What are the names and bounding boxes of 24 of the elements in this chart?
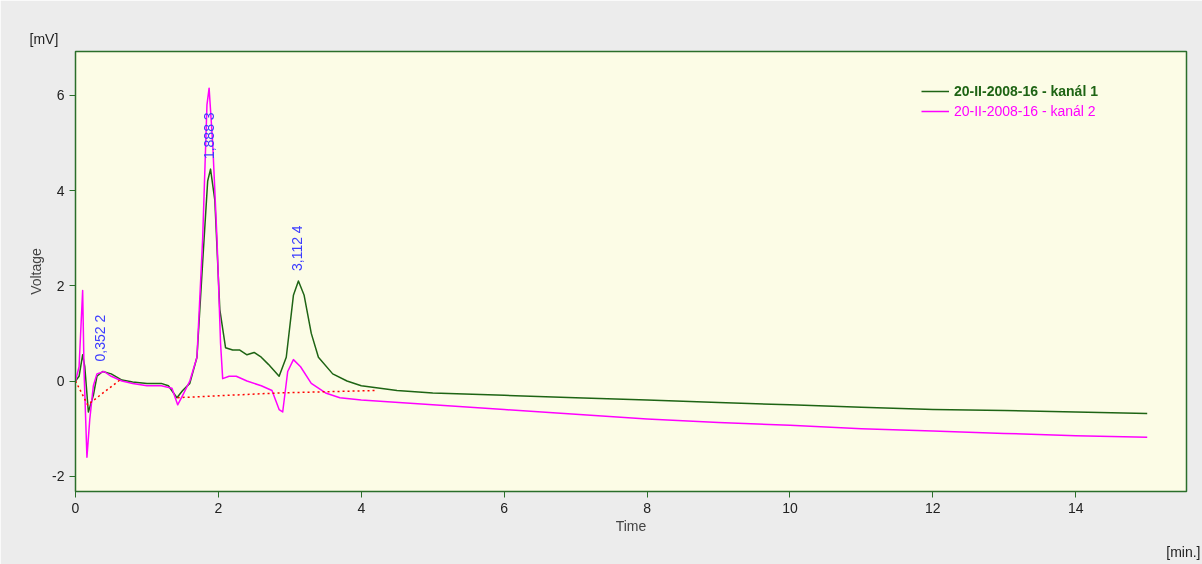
x-tick-label: 8 (643, 499, 652, 516)
text: [min.] (1166, 543, 1201, 560)
x-tick-label: 12 (925, 499, 941, 516)
x-tick-label: 10 (782, 499, 798, 516)
x-tick-label: 4 (357, 499, 366, 516)
x-tick-label: 0 (71, 499, 80, 516)
x-tick-label: 2 (214, 499, 223, 516)
legend-label: 20-II-2008-16 - kanál 2 (954, 103, 1096, 119)
y-tick-label: 6 (56, 87, 65, 104)
x-axis-title: Time (615, 517, 647, 534)
x-tick-label: 6 (500, 499, 509, 516)
x-tick-label: 14 (1067, 499, 1084, 516)
annotation: 0,352 2 (91, 314, 108, 362)
text: [mV] (29, 30, 59, 47)
y-axis-title: Voltage (28, 247, 45, 295)
line-series (75, 87, 1148, 458)
y-tick-label: -2 (52, 468, 65, 485)
line-series (75, 168, 1148, 415)
annotation: 3,112 4 (288, 225, 305, 272)
annotation: 1,888 3 (201, 112, 218, 160)
y-tick-label: 2 (56, 277, 65, 294)
y-tick-label: 4 (56, 182, 65, 199)
legend-label: 20-II-2008-16 - kanál 1 (954, 83, 1098, 99)
y-tick-label: 0 (56, 373, 65, 390)
